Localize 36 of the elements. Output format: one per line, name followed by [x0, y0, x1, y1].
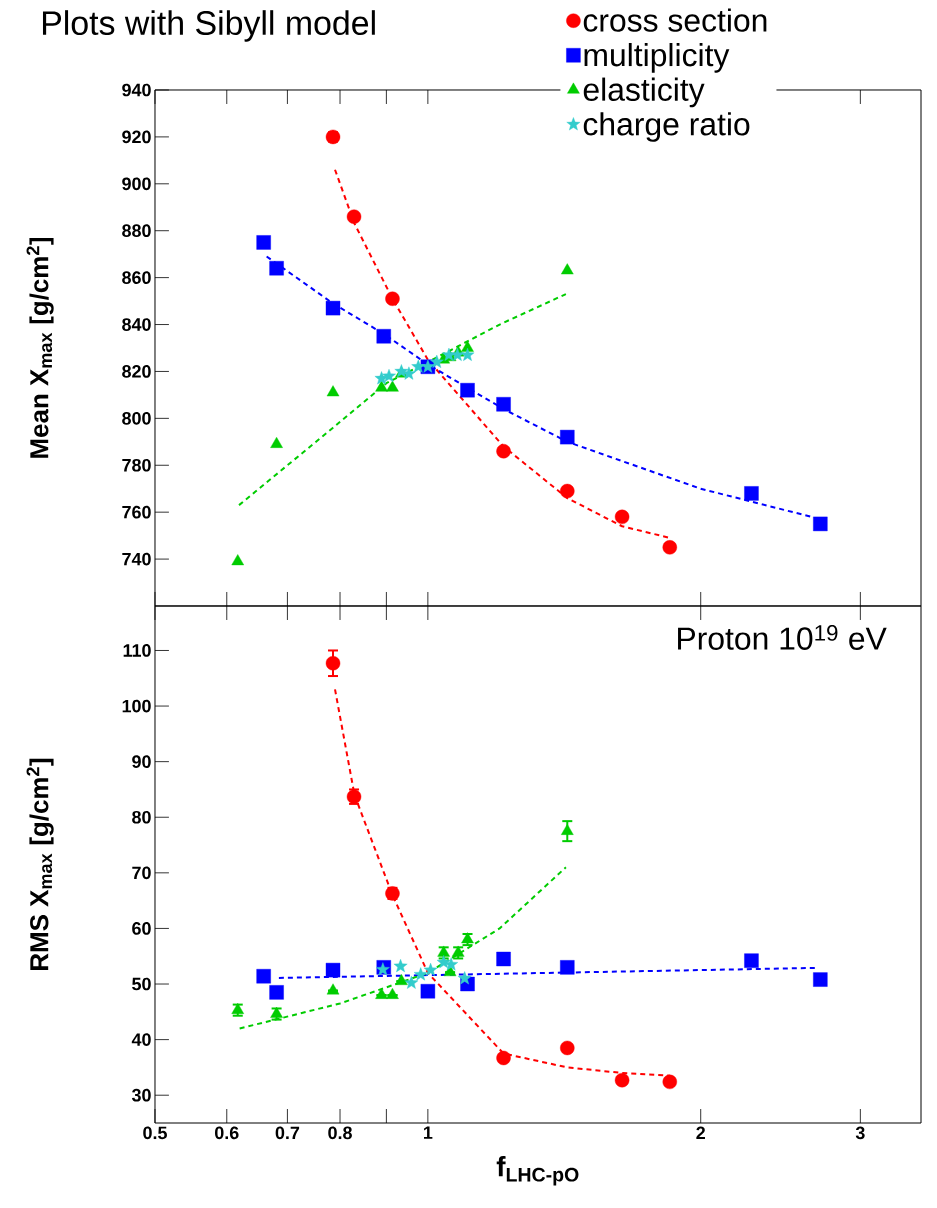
- y-tick-label: 50: [132, 977, 151, 991]
- x-tick-label: 1: [424, 1126, 433, 1139]
- chart-title: Plots with Sibyll model: [42, 10, 375, 42]
- y-tick-label: 860: [122, 271, 151, 284]
- y-tick-label: 740: [122, 552, 151, 566]
- annotation: Proton 10$^{19}$ eV: [678, 625, 887, 650]
- y-tick-label: 70: [132, 866, 151, 880]
- y-tick-label: 110: [123, 644, 151, 657]
- x-tick-label: 2: [696, 1126, 705, 1140]
- y-tick-label: 40: [131, 1033, 151, 1046]
- y-tick-label: 760: [122, 505, 151, 519]
- y-tick-label: 800: [122, 412, 151, 425]
- y-tick-label: 880: [122, 224, 151, 238]
- y-axis-title: RMS X$_{max}$ [g/cm$^{2}$]: [26, 758, 54, 970]
- x-tick-label: 3: [855, 1126, 865, 1140]
- y-tick-label: 100: [122, 699, 151, 713]
- y-tick-label: 820: [122, 365, 151, 378]
- legend-label: multiplicity: [584, 42, 730, 73]
- legend-label: charge ratio: [583, 112, 750, 142]
- legend-label: cross section: [583, 8, 767, 32]
- y-tick-label: 920: [122, 130, 151, 144]
- legend-label: elasticity: [583, 77, 705, 108]
- y-tick-label: 840: [122, 318, 151, 331]
- y-tick-label: 30: [131, 1088, 151, 1102]
- x-tick-label: 0.6: [215, 1126, 239, 1140]
- x-tick-label: 0.8: [328, 1126, 352, 1140]
- y-tick-label: 900: [122, 177, 151, 191]
- y-tick-label: 80: [132, 810, 151, 824]
- y-tick-label: 940: [122, 83, 151, 97]
- y-tick-label: 90: [132, 755, 151, 768]
- y-tick-label: 60: [132, 922, 151, 935]
- x-tick-label: 0.7: [275, 1126, 300, 1140]
- y-tick-label: 780: [122, 458, 151, 472]
- x-tick-label: 0.5: [143, 1126, 167, 1140]
- y-axis-title: Mean X$_{max}$ [g/cm$^{2}$]: [26, 237, 54, 458]
- x-axis-title: f$_{LHC-pO}$: [496, 1156, 579, 1186]
